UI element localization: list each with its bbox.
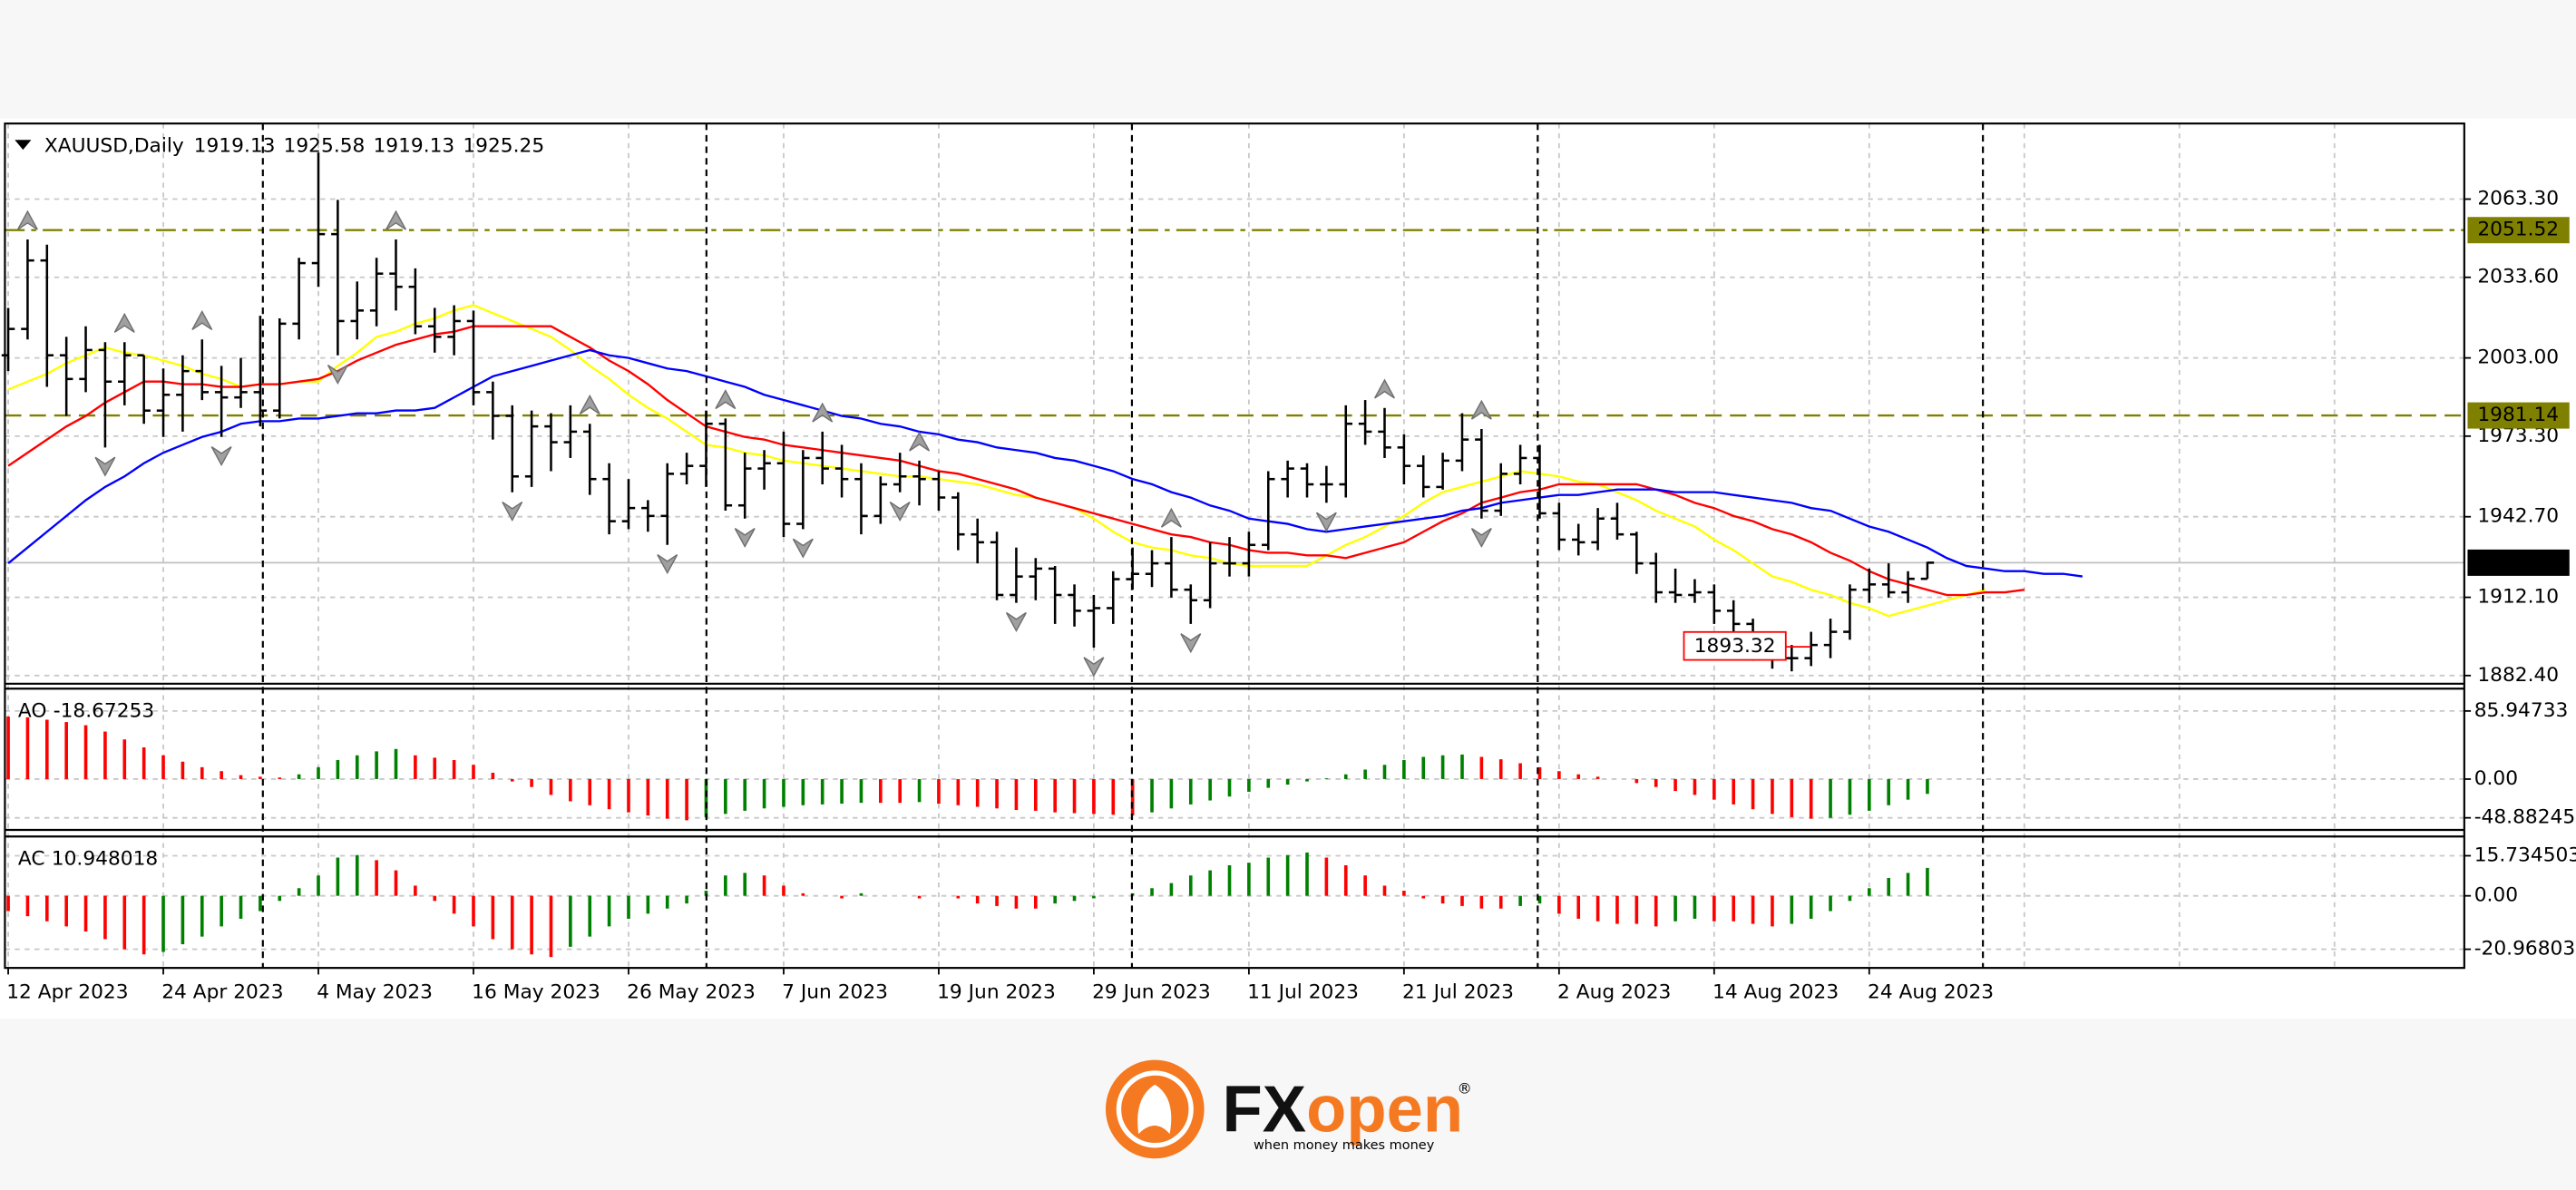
x-tick-label: 11 Jul 2023 (1247, 980, 1359, 1003)
logo: FXopen ® when money makes money (1105, 1059, 1472, 1159)
fractal-down (210, 445, 232, 467)
fractal-down (1470, 528, 1492, 549)
fractal-up (16, 210, 38, 230)
frame (4, 122, 2465, 970)
x-tick-label: 24 Apr 2023 (161, 980, 283, 1003)
fractal-down (1005, 611, 1027, 632)
y-tick-label: 1912.10 (2477, 586, 2559, 609)
indicator-value: -18.67253 (54, 700, 154, 723)
logo-text: FXopen (1223, 1072, 1464, 1146)
logo-icon-figure (1137, 1084, 1172, 1135)
x-tick-label: 14 Aug 2023 (1712, 980, 1839, 1003)
quote-low: 1919.13 (373, 135, 454, 158)
moving-average (7, 348, 2083, 578)
grid-layer (5, 123, 2472, 975)
x-tick-label: 19 Jun 2023 (937, 980, 1056, 1003)
y-tick-label: -20.96803 (2474, 938, 2575, 961)
y-tick-label: 15.734503 (2474, 844, 2576, 866)
marks-layer: 12 Apr 2023 24 Apr 2023 4 May 2023 16 May 2… (1, 152, 2576, 1003)
fractal-down (657, 554, 678, 575)
moving-average (7, 304, 1986, 618)
y-tick-label: 2063.30 (2477, 188, 2559, 210)
fractal-up (715, 389, 737, 410)
fractal-up (1373, 378, 1396, 399)
x-tick-label: 16 May 2023 (472, 980, 600, 1003)
symbol-menu-arrow[interactable] (15, 140, 32, 151)
indicator-header: AO -18.67253 (18, 700, 154, 723)
level-label: 2051.52 (2477, 219, 2559, 241)
y-tick-label: 2033.60 (2477, 266, 2559, 288)
fractal-down (1315, 512, 1337, 532)
frame-border (4, 122, 2465, 970)
annotation-label: 1893.32 (1694, 635, 1776, 658)
fractal-up (1470, 399, 1492, 420)
fractal-up (113, 312, 135, 333)
current-price-box (2467, 549, 2570, 576)
x-tick-label: 2 Aug 2023 (1557, 980, 1671, 1003)
fractal-down (1083, 657, 1105, 678)
fractal-up (1160, 507, 1182, 528)
period-separators (261, 123, 1985, 969)
x-tick-label: 7 Jun 2023 (782, 980, 888, 1003)
fractal-down (94, 456, 116, 477)
symbol: XAUUSD,Daily (44, 135, 184, 158)
logo-registered: ® (1458, 1080, 1472, 1097)
logo-icon-ring (1116, 1070, 1194, 1148)
fractal-up (812, 402, 834, 423)
annotation-box (1683, 630, 1787, 661)
x-tick-label: 12 Apr 2023 (6, 980, 128, 1003)
fractal-up (385, 210, 407, 230)
fractal-down (1180, 633, 1202, 654)
indicator-name: AC (18, 848, 45, 871)
level-label: 1981.14 (2477, 404, 2559, 426)
fractal-up (191, 309, 213, 331)
y-tick-label: 0.00 (2474, 884, 2518, 907)
logo-accent: open (1306, 1072, 1463, 1146)
x-tick-label: 21 Jul 2023 (1402, 980, 1514, 1003)
fractal-down (792, 538, 814, 559)
fractal-down (502, 501, 523, 522)
fractal-up (909, 431, 931, 452)
y-tick-label: 85.94733 (2474, 699, 2569, 722)
fractal-up (579, 394, 600, 415)
logo-tagline: when money makes money (1254, 1138, 1435, 1153)
x-tick-label: 4 May 2023 (317, 980, 433, 1003)
x-tick-label: 24 Aug 2023 (1868, 980, 1994, 1003)
x-tick-label: 26 May 2023 (627, 980, 756, 1003)
y-tick-label: -48.88245 (2474, 806, 2575, 829)
current-price-label: 1925.25 (2477, 551, 2559, 573)
y-tick-label: 0.00 (2474, 767, 2518, 790)
fractal-down (327, 364, 348, 385)
chart-header: XAUUSD,Daily 1919.13 1925.58 1919.13 1925.25 (44, 135, 544, 158)
fractal-down (889, 501, 911, 522)
indicator-header: AC 10.948018 (18, 848, 158, 871)
y-tick-label: 1942.70 (2477, 505, 2559, 528)
level-label-box (2467, 402, 2570, 429)
y-tick-label: 2003.00 (2477, 346, 2559, 369)
fractal-down (734, 528, 756, 549)
level-label-box (2467, 217, 2570, 244)
quote-open: 1919.13 (194, 135, 276, 158)
y-tick-label: 1882.40 (2477, 664, 2559, 687)
x-tick-label: 29 Jun 2023 (1092, 980, 1211, 1003)
quote-high: 1925.58 (284, 135, 366, 158)
indicator-name: AO (18, 700, 47, 723)
logo-mark: FX (1223, 1072, 1307, 1146)
quote-close: 1925.25 (463, 135, 544, 158)
indicator-value: 10.948018 (52, 848, 158, 871)
